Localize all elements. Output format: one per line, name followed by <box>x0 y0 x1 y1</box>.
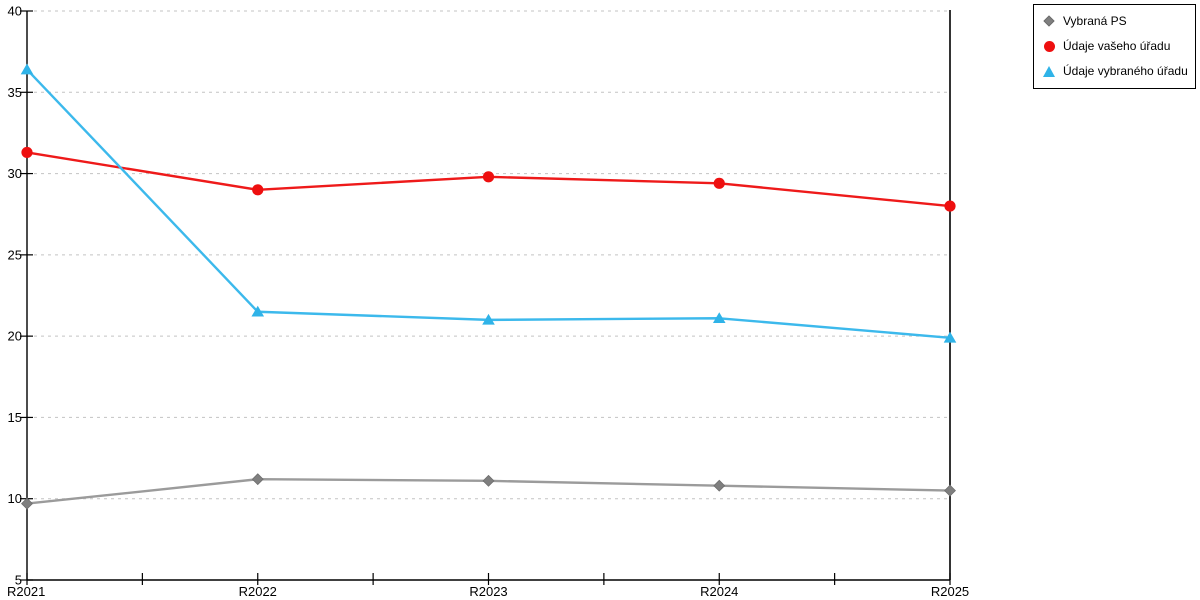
triangle-marker-2-R2025 <box>943 331 957 343</box>
y-tick-label-15: 15 <box>8 410 22 425</box>
y-tick-label-5: 5 <box>15 573 22 588</box>
diamond-marker-0-R2021 <box>21 497 33 510</box>
diamond-icon <box>1043 14 1056 28</box>
triangle-icon <box>1043 65 1056 78</box>
circle-marker-1-R2025 <box>944 200 956 212</box>
diamond-marker-0-R2022 <box>251 473 264 486</box>
triangle-marker-2-R2023 <box>482 313 495 325</box>
circle-marker-1-R2023 <box>482 171 495 183</box>
y-tick-label-25: 25 <box>8 247 22 262</box>
diamond-marker-0-R2025 <box>944 484 956 497</box>
legend-triangle-swatch <box>1043 65 1055 77</box>
x-tick-label-R2021: R2021 <box>7 584 45 599</box>
legend: Vybraná PS Údaje vašeho úřadu Údaje vybran… <box>1033 4 1196 89</box>
x-tick-label-R2024: R2024 <box>700 584 738 599</box>
circle-marker-1-R2022 <box>252 184 264 196</box>
circle-marker-1-R2024 <box>713 177 725 189</box>
triangle-marker-2-R2024 <box>712 312 726 324</box>
triangle-marker-2-R2022 <box>251 305 265 317</box>
legend-item-label: Vybraná PS <box>1063 14 1127 28</box>
legend-diamond-swatch <box>1043 14 1055 27</box>
triangle-marker-2-R2021 <box>20 63 34 75</box>
diamond-marker-0-R2023 <box>482 474 495 487</box>
y-tick-label-30: 30 <box>8 166 22 181</box>
legend-item-2: Údaje vybraného úřadu <box>1043 64 1188 78</box>
legend-item-0: Vybraná PS <box>1043 14 1186 28</box>
series-line-2 <box>25 68 952 339</box>
legend-item-label: Údaje vašeho úřadu <box>1063 39 1171 53</box>
y-tick-label-35: 35 <box>8 85 22 100</box>
legend-circle-swatch <box>1044 40 1055 52</box>
x-tick-label-R2023: R2023 <box>469 584 507 599</box>
legend-item-1: Údaje vašeho úřadu <box>1043 39 1186 53</box>
y-tick-label-40: 40 <box>8 4 22 19</box>
y-tick-label-20: 20 <box>8 329 22 344</box>
x-tick-label-R2022: R2022 <box>239 584 277 599</box>
legend-item-label: Údaje vybraného úřadu <box>1063 64 1188 78</box>
x-tick-label-R2025: R2025 <box>931 584 969 599</box>
y-tick-label-10: 10 <box>8 491 22 506</box>
diamond-marker-0-R2024 <box>713 479 726 492</box>
circle-marker-1-R2021 <box>21 146 33 159</box>
circle-icon <box>1043 40 1056 53</box>
